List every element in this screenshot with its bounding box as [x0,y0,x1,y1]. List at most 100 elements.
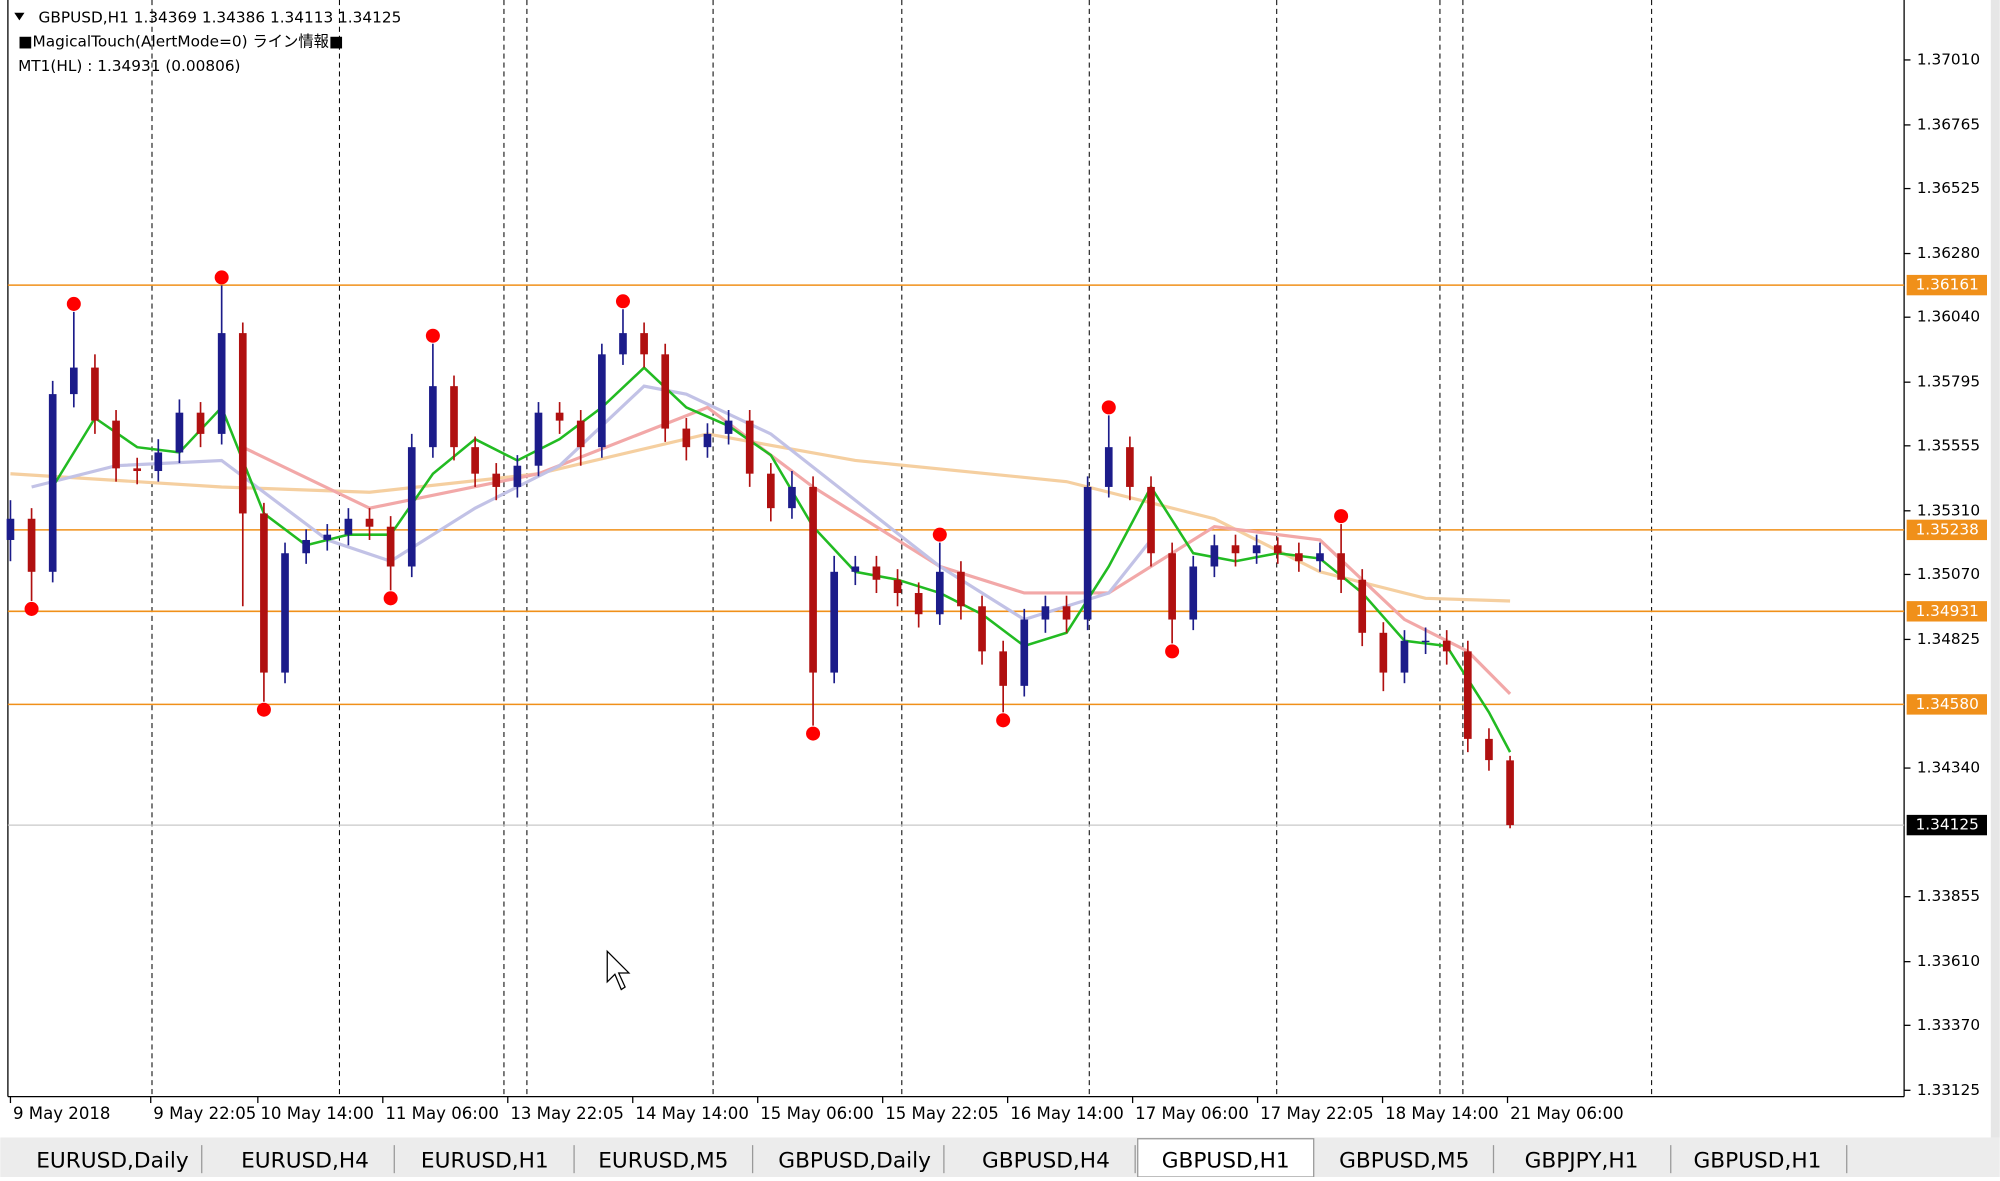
candle-body [1273,545,1282,554]
candle-body [1189,566,1198,620]
candle-body [809,486,817,673]
tab-bar [0,1137,2000,1177]
candle-body [1295,553,1303,562]
candle-body [48,394,57,572]
scrollbar [1990,0,2000,1138]
candle-body [555,412,564,421]
candle-body [1168,553,1176,620]
candle-body [1421,640,1430,643]
candle-body [830,571,839,673]
candle-body [217,333,226,434]
tab[interactable]: EURUSD,Daily [36,1149,189,1174]
level-label-box [1906,519,1987,541]
swing-point [996,713,1011,728]
swing-point [1101,400,1116,415]
x-tick-label: 10 May 14:00 [260,1104,374,1123]
tab[interactable]: EURUSD,M5 [598,1149,728,1174]
x-tick-label: 21 May 06:00 [1510,1104,1624,1123]
y-tick-label: 1.36765 [1917,115,1980,133]
candle-body [365,518,374,527]
swing-point [383,591,398,606]
x-tick-label: 9 May 22:05 [153,1104,256,1123]
candle-body [661,354,670,429]
candle-body [260,513,268,673]
candle-body [914,593,923,615]
y-tick-label: 1.36280 [1917,244,1980,262]
candle-body [1358,579,1367,633]
tab[interactable]: GBPJPY,H1 [1525,1149,1639,1174]
candle-body [69,367,78,395]
y-tick-label: 1.33125 [1917,1081,1980,1099]
mouse-cursor [606,949,631,991]
candle-body [1041,606,1050,620]
candle-body [302,539,310,554]
candle-body [27,518,36,572]
candle-body [238,333,247,514]
candle-body [619,333,627,355]
collapse-icon [14,12,25,21]
candle-body [386,526,395,567]
swing-point [214,270,229,285]
level-label-box [1906,274,1987,296]
candle-body [598,354,606,448]
candle-body [196,412,205,434]
x-tick-label: 18 May 14:00 [1385,1104,1499,1123]
moving-average [31,384,1153,622]
candle-body [745,420,754,474]
candle-body [893,579,902,594]
level-label: 1.35238 [1916,520,1979,538]
y-tick-label: 1.35310 [1917,501,1980,519]
candle-body [1506,760,1514,826]
candle-body [492,473,501,487]
candle-body [429,386,437,448]
indicator-name: ■MagicalTouch(AlertMode=0) ライン情報■ [18,33,343,51]
candle-body [1062,606,1071,620]
tab[interactable]: EURUSD,H4 [241,1149,369,1174]
candle-body [154,452,163,472]
candle-body [407,447,416,567]
tab[interactable]: EURUSD,H1 [421,1149,549,1174]
candle-body [978,606,986,652]
x-tick-label: 9 May 2018 [13,1104,110,1123]
tab[interactable]: GBPUSD,H1 [1694,1149,1822,1174]
candle-body [1126,447,1134,487]
candle-body [1400,640,1409,673]
swing-point [425,328,440,343]
current-price-box [1906,814,1987,836]
x-tick-label: 15 May 06:00 [760,1104,874,1123]
y-tick-label: 1.33370 [1917,1016,1980,1034]
candle-body [513,465,522,487]
candle-body [1083,486,1092,620]
candle-body [112,420,120,469]
candle-body [640,333,648,355]
candle-body [1231,545,1240,554]
candle-body [1104,447,1113,487]
swing-point [932,527,947,542]
tab[interactable]: GBPUSD,H1 [1162,1149,1290,1174]
candle-body [281,553,289,673]
x-tick-label: 13 May 22:05 [510,1104,624,1123]
candle-body [1147,486,1155,554]
tab[interactable]: GBPUSD,H4 [982,1149,1110,1174]
candle-body [1464,651,1472,739]
tab[interactable]: GBPUSD,M5 [1339,1149,1469,1174]
tab[interactable]: GBPUSD,Daily [778,1149,931,1174]
candle-body [6,518,15,540]
swing-point [24,601,39,616]
mt1-info: MT1(HL) : 1.34931 (0.00806) [18,57,240,75]
level-label-box [1906,694,1987,715]
y-tick-label: 1.36525 [1917,179,1980,197]
candle-body [999,651,1007,686]
y-tick-label: 1.35795 [1917,373,1980,391]
candle-body [703,433,712,448]
y-tick-label: 1.34825 [1917,630,1980,648]
y-tick-label: 1.37010 [1917,50,1980,68]
swing-point [615,294,630,309]
candle-body [766,473,775,509]
candle-body [724,420,733,434]
candle-body [344,518,353,535]
candle-body [1337,553,1345,580]
